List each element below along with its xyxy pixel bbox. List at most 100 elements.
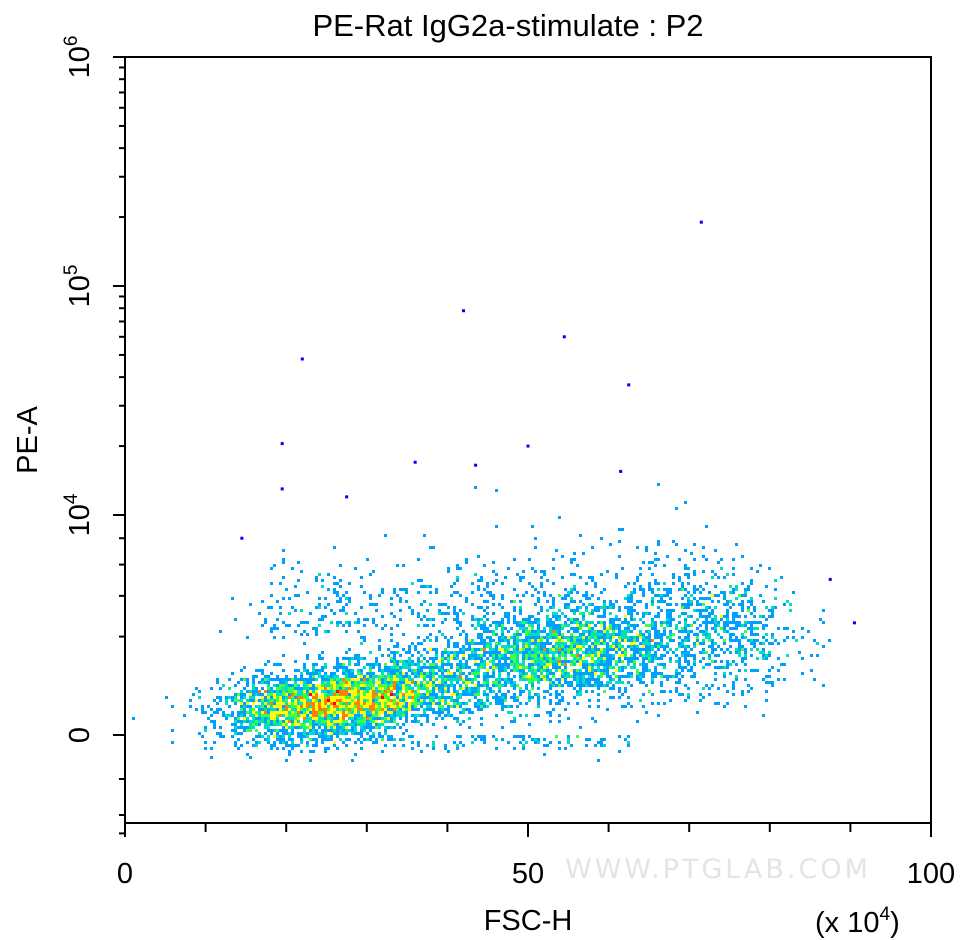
- event-dot: [339, 621, 342, 624]
- event-dot: [471, 690, 474, 693]
- event-dot: [294, 717, 297, 720]
- event-dot: [357, 732, 360, 735]
- event-dot: [429, 705, 432, 708]
- event-dot: [402, 588, 405, 591]
- event-dot: [336, 678, 339, 681]
- event-dot: [558, 516, 561, 519]
- event-dot: [546, 639, 549, 642]
- event-dot: [198, 690, 201, 693]
- event-dot: [333, 588, 336, 591]
- event-dot: [423, 648, 426, 651]
- event-dot: [618, 540, 621, 543]
- event-dot: [327, 699, 330, 702]
- event-dot: [315, 579, 318, 582]
- event-dot: [336, 681, 339, 684]
- event-dot: [219, 708, 222, 711]
- event-dot: [447, 639, 450, 642]
- event-dot: [342, 708, 345, 711]
- event-dot: [273, 663, 276, 666]
- event-dot: [513, 684, 516, 687]
- event-dot: [636, 576, 639, 579]
- event-dot: [444, 684, 447, 687]
- event-dot: [534, 741, 537, 744]
- event-dot: [750, 669, 753, 672]
- event-dot: [567, 645, 570, 648]
- event-dot: [390, 633, 393, 636]
- event-dot: [510, 627, 513, 630]
- event-dot: [651, 603, 654, 606]
- event-dot: [312, 684, 315, 687]
- event-dot: [642, 705, 645, 708]
- event-dot: [480, 723, 483, 726]
- event-dot: [669, 675, 672, 678]
- event-dot: [240, 723, 243, 726]
- event-dot: [336, 726, 339, 729]
- event-dot: [543, 753, 546, 756]
- event-dot: [489, 642, 492, 645]
- event-dot: [714, 615, 717, 618]
- event-dot: [639, 675, 642, 678]
- y-tick-exp: 5: [61, 265, 82, 276]
- event-dot: [531, 657, 534, 660]
- event-dot: [279, 741, 282, 744]
- event-dot: [378, 681, 381, 684]
- event-dot: [735, 636, 738, 639]
- event-dot: [774, 597, 777, 600]
- event-dot: [660, 690, 663, 693]
- event-dot: [387, 690, 390, 693]
- event-dot: [519, 639, 522, 642]
- event-dot: [618, 636, 621, 639]
- event-dot: [510, 645, 513, 648]
- event-dot: [462, 687, 465, 690]
- event-dot: [603, 648, 606, 651]
- event-dot: [279, 693, 282, 696]
- event-dot: [519, 741, 522, 744]
- event-dot: [507, 615, 510, 618]
- event-dot: [510, 663, 513, 666]
- event-dot: [516, 735, 519, 738]
- event-dot: [237, 714, 240, 717]
- event-dot: [555, 636, 558, 639]
- event-dot: [435, 711, 438, 714]
- event-dot: [339, 723, 342, 726]
- event-dot: [714, 585, 717, 588]
- event-dot: [345, 729, 348, 732]
- event-dot: [435, 654, 438, 657]
- event-dot: [282, 723, 285, 726]
- event-dot: [483, 564, 486, 567]
- event-dot: [525, 678, 528, 681]
- y-tick-label: 105: [61, 265, 96, 308]
- event-dot: [681, 627, 684, 630]
- event-dot: [618, 735, 621, 738]
- event-dot: [462, 612, 465, 615]
- event-dot: [279, 606, 282, 609]
- event-dot: [642, 681, 645, 684]
- event-dot: [444, 702, 447, 705]
- event-dot: [294, 684, 297, 687]
- event-dot: [549, 630, 552, 633]
- event-dot: [480, 579, 483, 582]
- event-dot: [333, 732, 336, 735]
- event-dot: [354, 729, 357, 732]
- event-dot: [492, 681, 495, 684]
- event-dot: [411, 681, 414, 684]
- event-dot: [765, 681, 768, 684]
- event-dot: [540, 669, 543, 672]
- event-dot: [519, 702, 522, 705]
- event-dot: [675, 675, 678, 678]
- event-dot: [657, 483, 660, 486]
- event-dot: [450, 699, 453, 702]
- event-dot: [573, 660, 576, 663]
- event-dot: [507, 651, 510, 654]
- event-dot: [399, 588, 402, 591]
- event-dot: [342, 666, 345, 669]
- event-dot: [252, 681, 255, 684]
- event-dot: [600, 741, 603, 744]
- event-dot: [279, 687, 282, 690]
- event-dot: [528, 654, 531, 657]
- event-dot: [501, 654, 504, 657]
- event-dot: [801, 636, 804, 639]
- event-dot: [600, 624, 603, 627]
- event-dot: [732, 558, 735, 561]
- event-dot: [471, 642, 474, 645]
